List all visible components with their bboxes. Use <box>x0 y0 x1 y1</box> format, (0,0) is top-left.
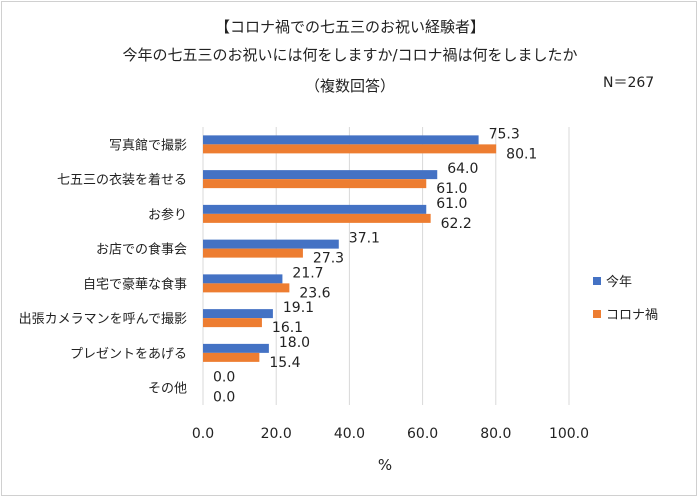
bar-kotoshi <box>203 239 339 249</box>
category-label: お店での食事会 <box>96 242 187 258</box>
data-label: 27.3 <box>313 251 344 267</box>
bar-corona <box>203 179 427 189</box>
chart-title-line-3: （複数回答） <box>304 77 395 95</box>
bar-corona <box>203 283 290 293</box>
data-label: 0.0 <box>213 370 235 386</box>
data-label: 62.2 <box>441 216 472 232</box>
bar-kotoshi <box>203 135 479 145</box>
x-tick-label: 20.0 <box>261 426 292 442</box>
x-tick-label: 40.0 <box>334 426 365 442</box>
data-label: 19.1 <box>283 300 314 316</box>
x-axis-title: % <box>378 456 392 474</box>
data-label: 75.3 <box>489 126 520 142</box>
category-label: 七五三の衣装を着せる <box>57 172 187 188</box>
legend-swatch <box>593 277 601 285</box>
data-label: 21.7 <box>292 265 323 281</box>
data-label: 37.1 <box>349 231 380 247</box>
category-label: その他 <box>148 382 187 397</box>
legend-swatch <box>593 310 601 318</box>
data-label: 15.4 <box>269 355 300 371</box>
data-label: 80.1 <box>506 146 537 162</box>
bar-kotoshi <box>203 274 283 284</box>
legend-label: コロナ禍 <box>606 307 658 323</box>
category-label: 自宅で豪華な食事 <box>83 276 187 292</box>
sample-size-label: N＝267 <box>603 75 655 91</box>
x-tick-label: 100.0 <box>549 426 589 442</box>
data-label: 0.0 <box>213 390 235 406</box>
data-label: 61.0 <box>436 181 467 197</box>
bar-corona <box>203 213 431 223</box>
category-label: 写真館で撮影 <box>109 137 187 153</box>
data-label: 16.1 <box>272 320 303 336</box>
chart-title-line-2: 今年の七五三のお祝いには何をしますか/コロナ禍は何をしましたか <box>122 46 578 64</box>
legend-label: 今年 <box>606 274 632 290</box>
category-label: 出張カメラマンを呼んで撮影 <box>19 311 187 327</box>
chart-title-line-1: 【コロナ禍での七五三のお祝い経験者】 <box>214 18 485 36</box>
bar-corona <box>203 352 260 362</box>
x-tick-label: 60.0 <box>407 426 438 442</box>
x-tick-label: 80.0 <box>480 426 511 442</box>
data-label: 23.6 <box>299 285 330 301</box>
bar-corona <box>203 248 303 258</box>
bar-corona <box>203 318 262 328</box>
bar-corona <box>203 144 497 154</box>
bar-kotoshi <box>203 343 269 353</box>
bar-kotoshi <box>203 170 438 180</box>
data-label: 18.0 <box>279 335 310 351</box>
bar-kotoshi <box>203 309 273 319</box>
x-tick-label: 0.0 <box>192 426 214 442</box>
category-label: お参り <box>148 207 187 223</box>
bar-kotoshi <box>203 204 427 214</box>
category-label: プレゼントをあげる <box>70 347 187 362</box>
data-label: 61.0 <box>436 196 467 212</box>
data-label: 64.0 <box>447 161 478 177</box>
